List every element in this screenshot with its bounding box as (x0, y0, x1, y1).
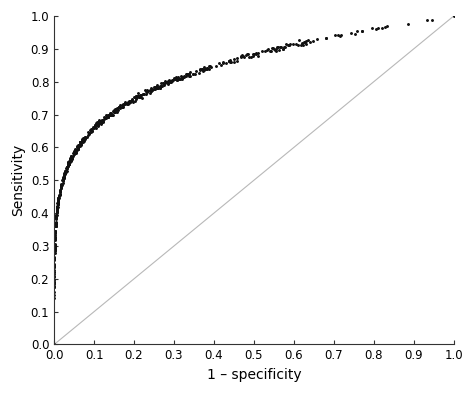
X-axis label: 1 – specificity: 1 – specificity (207, 368, 301, 382)
Y-axis label: Sensitivity: Sensitivity (11, 144, 25, 217)
